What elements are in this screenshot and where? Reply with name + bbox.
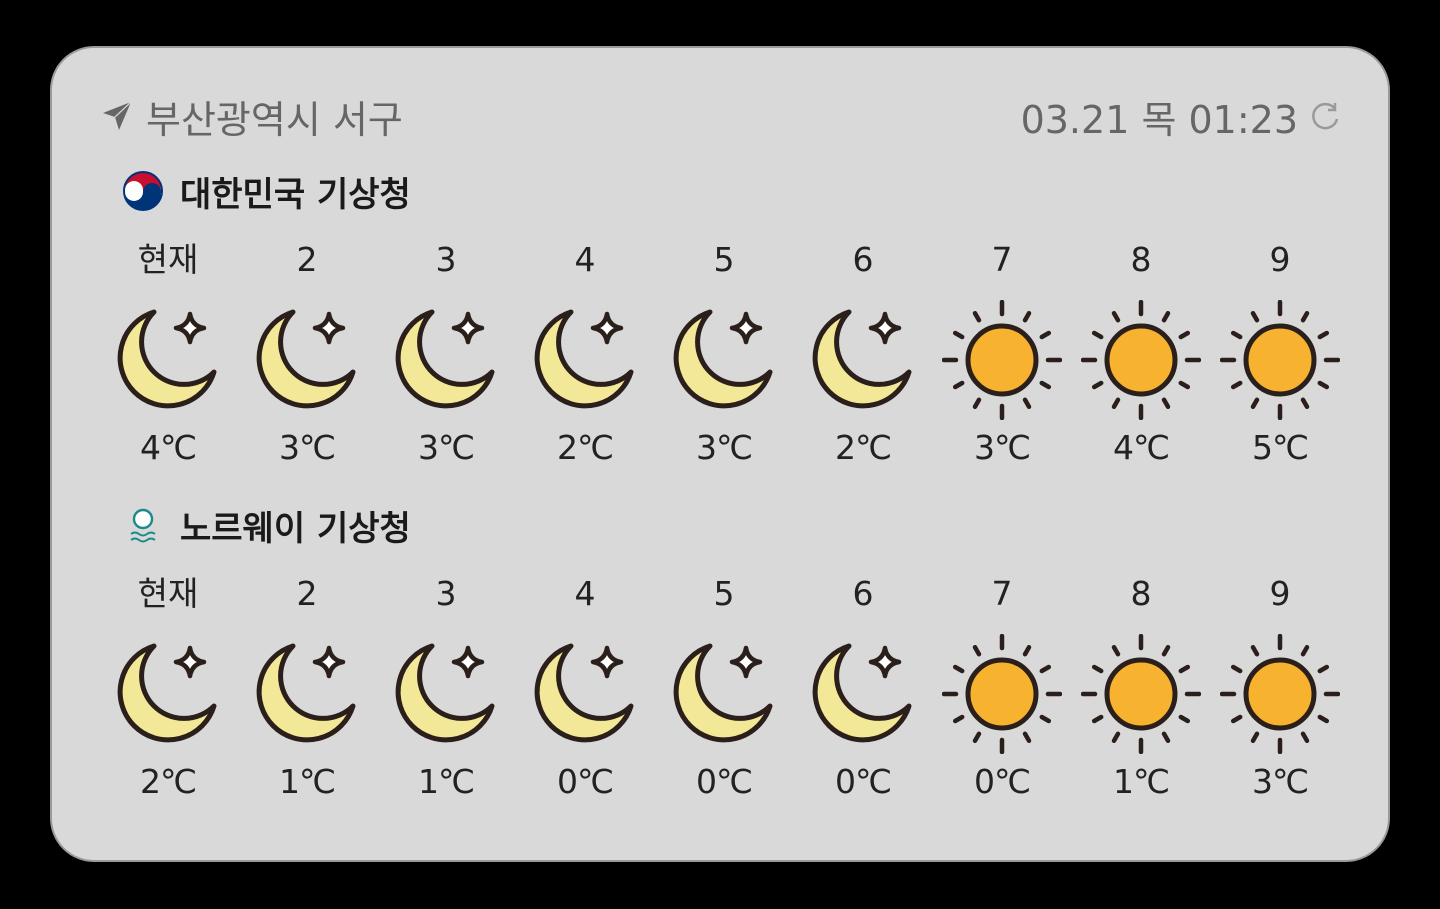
hour-label: 3 xyxy=(435,240,457,279)
temperature-label: 1℃ xyxy=(278,762,336,801)
forecast-slot: 6 0℃ xyxy=(803,572,923,812)
forecast-slot: 5 0℃ xyxy=(664,572,784,812)
temperature-label: 0℃ xyxy=(973,762,1031,801)
forecast-slot: 5 3℃ xyxy=(664,238,784,478)
forecast-slot: 9 5℃ xyxy=(1219,238,1341,478)
forecast-slot: 3 3℃ xyxy=(386,238,506,478)
forecast-slot: 현재 4℃ xyxy=(108,238,228,478)
temperature-label: 3℃ xyxy=(278,428,336,467)
forecast-row-met-norway: 현재 2℃ 2 1℃ 3 1℃ 4 0℃ 5 0℃ 6 0℃ 7 0℃ 8 1℃ 9 3℃ xyxy=(98,572,1348,812)
hour-label: 3 xyxy=(435,574,457,613)
moon-icon xyxy=(664,634,784,754)
temperature-label: 5℃ xyxy=(1251,428,1309,467)
moon-icon xyxy=(664,300,784,420)
temperature-label: 3℃ xyxy=(1251,762,1309,801)
sun-icon xyxy=(1219,633,1341,755)
moon-icon xyxy=(108,300,228,420)
hour-label: 9 xyxy=(1269,574,1291,613)
forecast-row-kma: 현재 4℃ 2 3℃ 3 3℃ 4 2℃ 5 3℃ 6 2℃ 7 3℃ 8 4℃ 9 5℃ xyxy=(98,238,1348,478)
forecast-slot: 2 1℃ xyxy=(247,572,367,812)
sun-icon xyxy=(1080,633,1202,755)
temperature-label: 2℃ xyxy=(834,428,892,467)
norway-met-logo-icon xyxy=(130,508,156,543)
moon-icon xyxy=(108,634,228,754)
forecast-slot: 현재 2℃ xyxy=(108,572,228,812)
hour-label: 6 xyxy=(852,574,874,613)
temperature-label: 3℃ xyxy=(973,428,1031,467)
forecast-slot: 7 0℃ xyxy=(941,572,1063,812)
temperature-label: 0℃ xyxy=(834,762,892,801)
moon-icon xyxy=(247,300,367,420)
korea-kma-logo-icon xyxy=(123,171,163,211)
hour-label: 2 xyxy=(296,574,318,613)
source-header-met-norway: 노르웨이 기상청 xyxy=(122,500,411,550)
hour-label: 8 xyxy=(1130,574,1152,613)
temperature-label: 4℃ xyxy=(1112,428,1170,467)
location-label: 부산광역시 서구 xyxy=(146,97,403,142)
temperature-label: 0℃ xyxy=(695,762,753,801)
temperature-label: 2℃ xyxy=(556,428,614,467)
forecast-slot: 7 3℃ xyxy=(941,238,1063,478)
forecast-slot: 8 1℃ xyxy=(1080,572,1202,812)
source-name: 노르웨이 기상청 xyxy=(180,508,411,549)
moon-icon xyxy=(386,634,506,754)
moon-icon xyxy=(525,300,645,420)
temperature-label: 1℃ xyxy=(1112,762,1170,801)
sun-icon xyxy=(1219,299,1341,421)
hour-label: 7 xyxy=(991,574,1013,613)
moon-icon xyxy=(803,634,923,754)
hour-label: 7 xyxy=(991,240,1013,279)
temperature-label: 2℃ xyxy=(139,762,197,801)
sun-icon xyxy=(1080,299,1202,421)
temperature-label: 3℃ xyxy=(417,428,475,467)
hour-label: 6 xyxy=(852,240,874,279)
moon-icon xyxy=(386,300,506,420)
sun-icon xyxy=(941,299,1063,421)
moon-icon xyxy=(525,634,645,754)
forecast-slot: 4 0℃ xyxy=(525,572,645,812)
temperature-label: 4℃ xyxy=(139,428,197,467)
temperature-label: 0℃ xyxy=(556,762,614,801)
datetime-row: 03.21 목 01:23 xyxy=(1021,92,1342,142)
navigation-arrow-icon xyxy=(103,101,132,130)
forecast-slot: 2 3℃ xyxy=(247,238,367,478)
moon-icon xyxy=(803,300,923,420)
hour-label: 8 xyxy=(1130,240,1152,279)
forecast-slot: 6 2℃ xyxy=(803,238,923,478)
hour-label: 5 xyxy=(713,240,735,279)
moon-icon xyxy=(247,634,367,754)
forecast-slot: 9 3℃ xyxy=(1219,572,1341,812)
source-header-kma: 대한민국 기상청 xyxy=(122,166,411,216)
hour-label: 현재 xyxy=(137,240,199,279)
hour-label: 2 xyxy=(296,240,318,279)
location-row[interactable]: 부산광역시 서구 xyxy=(100,92,403,142)
forecast-slot: 4 2℃ xyxy=(525,238,645,478)
sun-icon xyxy=(941,633,1063,755)
temperature-label: 1℃ xyxy=(417,762,475,801)
forecast-slot: 3 1℃ xyxy=(386,572,506,812)
hour-label: 9 xyxy=(1269,240,1291,279)
datetime-label: 03.21 목 01:23 xyxy=(1020,97,1298,142)
temperature-label: 3℃ xyxy=(695,428,753,467)
hour-label: 4 xyxy=(574,240,596,279)
hour-label: 5 xyxy=(713,574,735,613)
hour-label: 4 xyxy=(574,574,596,613)
forecast-slot: 8 4℃ xyxy=(1080,238,1202,478)
source-name: 대한민국 기상청 xyxy=(180,174,411,215)
weather-widget-card[interactable]: 부산광역시 서구 03.21 목 01:23 대한민국 기상청 현재 4℃ 2 3℃… xyxy=(50,46,1390,862)
hour-label: 현재 xyxy=(137,574,199,613)
refresh-icon[interactable] xyxy=(1308,99,1342,133)
